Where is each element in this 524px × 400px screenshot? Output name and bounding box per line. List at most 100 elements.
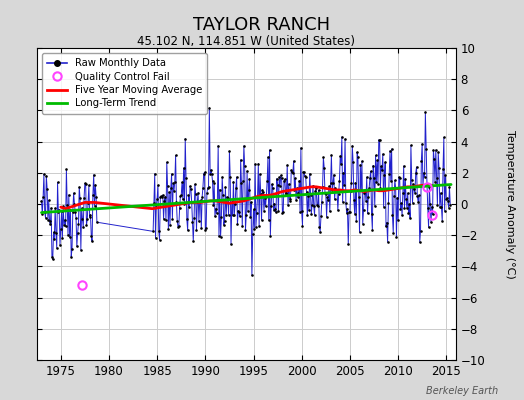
Point (38, 211, 47, 217)
Point (74, 221, 83, 228)
Point (55, 207, 63, 213)
Point (444, 198, 452, 204)
Point (413, 193, 421, 200)
Point (311, 188, 320, 194)
Point (72, 214, 80, 221)
Point (152, 202, 160, 208)
Point (169, 180, 178, 186)
Point (174, 223, 183, 229)
Point (297, 145, 305, 151)
Point (233, 174, 241, 180)
Point (360, 190, 368, 196)
Point (341, 136, 350, 142)
Point (268, 181, 276, 188)
Point (351, 210, 359, 217)
Point (209, 178, 217, 184)
Point (178, 179, 186, 186)
Point (361, 186, 369, 193)
Point (305, 207, 313, 214)
Point (69, 190, 78, 196)
Point (190, 215, 198, 222)
Point (266, 233, 275, 239)
Point (85, 182, 93, 188)
Point (363, 210, 372, 217)
Point (420, 174, 429, 180)
Point (227, 199, 236, 205)
Point (385, 171, 394, 177)
Point (217, 214, 225, 220)
Point (39, 194, 47, 200)
Point (245, 176, 254, 182)
Point (73, 243, 81, 250)
Point (350, 197, 358, 204)
Point (238, 223, 246, 230)
Point (184, 192, 193, 198)
Point (376, 185, 385, 191)
Point (232, 185, 240, 191)
Point (49, 256, 57, 262)
Point (390, 193, 398, 200)
Point (48, 253, 56, 260)
Point (161, 194, 169, 200)
Point (47, 205, 56, 211)
Point (87, 233, 95, 239)
Point (421, 109, 430, 115)
Point (355, 194, 363, 200)
Point (441, 208, 449, 214)
Point (93, 219, 101, 226)
Point (221, 218, 229, 224)
Point (270, 200, 279, 207)
Point (162, 217, 170, 223)
Point (188, 199, 196, 205)
Point (441, 172, 450, 179)
Point (77, 247, 85, 253)
Point (312, 184, 320, 191)
Point (200, 169, 209, 176)
Point (400, 204, 409, 211)
Point (64, 192, 73, 198)
Point (83, 216, 92, 222)
Point (69, 208, 77, 215)
Point (150, 200, 158, 207)
Point (155, 236, 163, 243)
Point (259, 188, 267, 195)
Point (82, 222, 91, 229)
Point (68, 246, 76, 252)
Point (443, 195, 451, 202)
Point (337, 134, 346, 140)
Point (205, 105, 214, 111)
Point (431, 179, 439, 185)
Point (330, 172, 338, 178)
Point (180, 201, 189, 207)
Point (185, 204, 193, 210)
Point (411, 170, 420, 176)
Point (417, 158, 425, 164)
Point (345, 209, 353, 215)
Point (162, 159, 171, 166)
Point (76, 195, 84, 202)
Point (415, 192, 423, 199)
Point (170, 188, 178, 194)
Point (269, 207, 278, 213)
Point (405, 201, 413, 208)
Point (177, 192, 185, 198)
Point (367, 210, 376, 217)
Point (375, 137, 384, 144)
Point (342, 200, 350, 206)
Point (289, 158, 298, 164)
Point (159, 192, 167, 198)
Point (166, 222, 174, 228)
Y-axis label: Temperature Anomaly (°C): Temperature Anomaly (°C) (505, 130, 515, 278)
Point (318, 199, 326, 205)
Point (215, 233, 223, 240)
Point (328, 186, 336, 193)
Point (56, 242, 64, 248)
Point (346, 188, 355, 194)
Point (221, 184, 230, 190)
Point (419, 183, 427, 189)
Point (310, 212, 319, 218)
Point (313, 203, 322, 210)
Point (334, 207, 342, 213)
Point (434, 149, 442, 156)
Point (299, 169, 308, 175)
